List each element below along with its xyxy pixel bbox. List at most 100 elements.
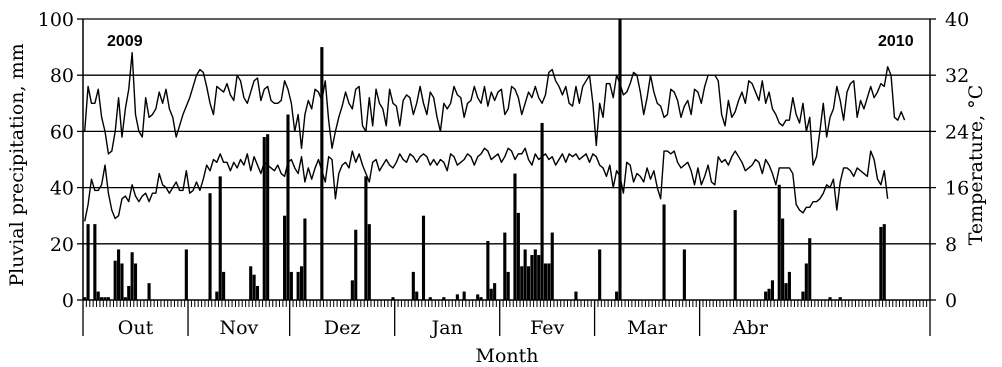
precip-bar: [533, 249, 537, 300]
precip-bar: [299, 266, 304, 300]
temperature-line-max: [83, 52, 906, 166]
y-tick-label: 60: [50, 121, 74, 143]
precip-bar: [804, 263, 808, 300]
precip-bar: [540, 122, 544, 300]
precip-bar: [117, 249, 121, 300]
precip-bar: [289, 271, 293, 300]
precip-bar: [184, 249, 188, 300]
precip-bar: [391, 297, 395, 300]
precip-bar: [262, 137, 266, 300]
precip-bar: [215, 291, 219, 300]
precip-bar: [208, 193, 212, 300]
precip-bar: [86, 224, 90, 300]
precip-bar: [252, 274, 256, 300]
precip-bar: [808, 238, 812, 300]
precip-bar: [367, 224, 371, 300]
precip-bar: [550, 232, 554, 300]
precip-bar: [879, 226, 883, 300]
precip-bar: [100, 297, 104, 300]
precip-bar: [218, 176, 222, 300]
precip-bar: [415, 291, 419, 300]
precip-bar: [486, 240, 490, 300]
labels: Pluvial precipitation, mm Temperature, °…: [6, 33, 987, 367]
precip-bar: [882, 224, 886, 300]
precip-bar: [476, 294, 480, 300]
y2-tick-label: 24: [945, 121, 969, 143]
precip-bar: [767, 288, 771, 300]
precip-bar: [479, 297, 483, 300]
precip-bar: [530, 255, 534, 300]
precip-bar: [428, 297, 432, 300]
precip-bar: [303, 218, 307, 300]
precip-bar: [364, 176, 368, 300]
precip-bar: [598, 249, 602, 300]
precip-bar: [828, 297, 832, 300]
month-label: Nov: [219, 317, 258, 339]
precip-bar: [537, 255, 541, 300]
precip-bar: [286, 114, 290, 300]
precip-bar: [83, 297, 87, 300]
precip-bar: [106, 297, 110, 300]
precip-bar: [266, 134, 270, 300]
month-label: Abr: [732, 317, 769, 339]
precip-bar: [493, 283, 497, 300]
precip-bar: [123, 297, 127, 300]
precip-bar: [489, 288, 493, 300]
precip-bar: [506, 271, 510, 300]
precipitation-bars: [83, 19, 886, 300]
precip-bar: [764, 291, 768, 300]
y-tick-label: 100: [38, 9, 74, 31]
month-label: Fev: [530, 317, 564, 339]
precip-bar: [296, 271, 300, 300]
precip-bar: [411, 271, 415, 300]
precip-bar: [781, 218, 785, 300]
temperature-line-min: [84, 147, 889, 222]
precip-bar: [350, 280, 354, 300]
axes: 0 20 40 60 80 100 0 8 16 24 32 40 Out Nov Dez Jan Fev Mar…: [38, 9, 969, 339]
precip-bar: [96, 291, 100, 300]
month-label: Jan: [430, 317, 463, 339]
y2-tick-label: 8: [945, 234, 957, 256]
precip-bar: [615, 291, 619, 300]
precip-bar: [113, 260, 117, 300]
precip-bar: [520, 266, 524, 300]
precip-bar: [801, 291, 805, 300]
precip-bar: [130, 252, 134, 300]
precip-bar: [770, 280, 775, 300]
y2-axis-label: Temperature, °C: [965, 85, 987, 246]
grid-lines: [83, 18, 930, 245]
precip-bar: [574, 291, 578, 300]
month-label: Mar: [627, 317, 668, 339]
y2-tick-label: 40: [945, 9, 969, 31]
precip-bar: [513, 173, 517, 300]
precip-bar: [516, 212, 520, 300]
precip-bar: [682, 249, 686, 300]
precip-bar: [733, 210, 737, 300]
precip-bar: [255, 285, 260, 300]
precip-bar: [222, 271, 226, 300]
y-tick-label: 80: [50, 65, 74, 87]
precip-bar: [503, 232, 507, 300]
precip-bar: [455, 294, 459, 300]
temperature-lines: [83, 52, 906, 222]
precip-bar: [662, 204, 666, 300]
month-label: Dez: [324, 317, 361, 339]
precip-bar: [133, 263, 138, 300]
annotation-2009: 2009: [107, 33, 143, 50]
precip-bar: [777, 184, 781, 300]
precip-bar: [354, 229, 358, 300]
y-tick-label: 20: [50, 234, 74, 256]
precip-bar: [526, 266, 531, 300]
precip-bar: [249, 266, 253, 300]
y-tick-label: 0: [62, 290, 74, 312]
annotation-2010: 2010: [878, 33, 914, 50]
y2-tick-label: 0: [945, 290, 957, 312]
precip-bar: [147, 283, 151, 300]
precip-bar: [103, 297, 107, 300]
precip-bar: [838, 297, 842, 300]
precip-bar: [283, 215, 287, 300]
precip-bar: [543, 263, 548, 300]
precip-bar: [787, 271, 791, 300]
precip-bar: [120, 263, 124, 300]
precip-bar: [618, 19, 622, 300]
